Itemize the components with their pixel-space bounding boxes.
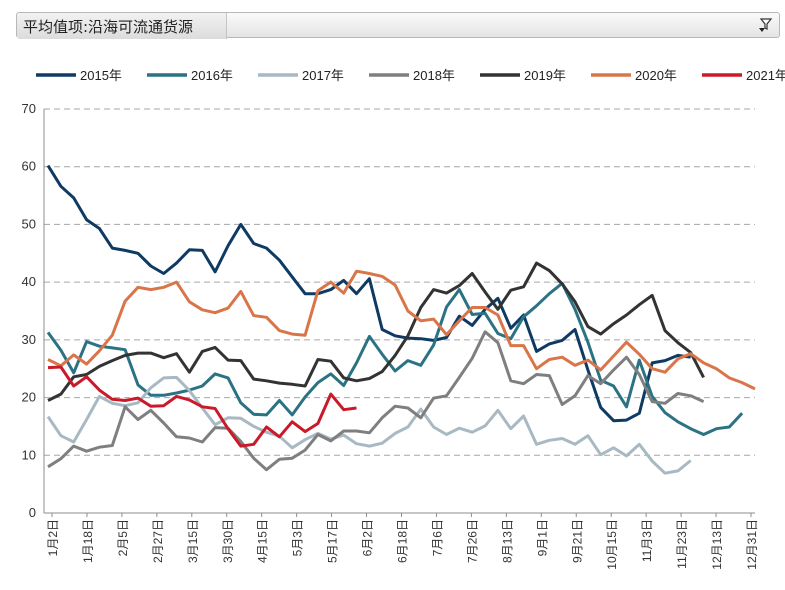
y-tick-label: 40 — [22, 274, 36, 289]
x-tick-label: 11月23日 — [675, 519, 689, 569]
series-line-2019年 — [47, 261, 705, 402]
x-tick-label: 10月15日 — [605, 519, 619, 570]
x-tick-label: 4月15日 — [256, 519, 270, 563]
series-line-2018年 — [47, 330, 705, 472]
series-line-2020年 — [47, 269, 756, 391]
y-tick-label: 10 — [22, 447, 36, 462]
x-tick-label: 1月18日 — [81, 519, 95, 563]
series-line-2021年 — [47, 365, 357, 448]
x-tick-label: 7月6日 — [430, 519, 444, 556]
x-tick-label: 5月3日 — [291, 519, 305, 556]
y-tick-label: 30 — [22, 332, 36, 347]
x-tick-label: 9月21日 — [570, 519, 584, 563]
legend-label: 2021年 — [746, 68, 785, 83]
x-tick-label: 1月2日 — [46, 519, 60, 556]
legend-label: 2017年 — [302, 68, 344, 83]
y-tick-label: 0 — [29, 505, 36, 520]
x-tick-label: 8月13日 — [500, 519, 514, 563]
legend-label: 2018年 — [413, 68, 455, 83]
legend-label: 2015年 — [80, 68, 122, 83]
filter-dropdown-icon[interactable] — [757, 16, 775, 34]
y-tick-label: 50 — [22, 216, 36, 231]
gridlines — [44, 108, 755, 456]
filter-field-label[interactable]: 平均值项:沿海可流通货源 — [17, 13, 227, 39]
y-tick-label: 20 — [22, 390, 36, 405]
axes — [43, 109, 755, 517]
x-tick-label: 7月26日 — [465, 519, 479, 563]
x-tick-label: 5月17日 — [326, 519, 340, 563]
x-tick-label: 12月31日 — [745, 519, 759, 570]
y-tick-label: 60 — [22, 159, 36, 174]
x-tick-label: 3月30日 — [221, 519, 235, 563]
y-tick-label: 70 — [22, 101, 36, 116]
x-tick-label: 2月5日 — [116, 519, 130, 556]
legend-label: 2016年 — [191, 68, 233, 83]
legend: 2015年 2016年 2017年 2018年 2019年 2020年 2021年 — [36, 68, 785, 83]
x-tick-label: 2月27日 — [151, 519, 165, 563]
series-line-2016年 — [46, 281, 744, 436]
legend-label: 2020年 — [635, 68, 677, 83]
filter-bar: 平均值项:沿海可流通货源 — [16, 12, 780, 39]
series-line-2017年 — [46, 375, 692, 475]
x-tick-label: 6月18日 — [396, 519, 410, 563]
x-tick-label: 12月13日 — [710, 519, 724, 570]
x-tick-label: 11月3日 — [640, 519, 654, 562]
series-lines — [46, 164, 756, 475]
y-axis-labels: 0 10 20 30 40 50 60 70 — [22, 101, 36, 520]
series-line-2015年 — [46, 164, 691, 423]
x-tick-label: 6月2日 — [361, 519, 375, 556]
x-tick-label: 9月1日 — [535, 519, 549, 556]
x-tick-label: 3月15日 — [186, 519, 200, 563]
legend-label: 2019年 — [524, 68, 566, 83]
x-axis-labels: 1月2日 1月18日 2月5日 2月27日 3月15日 3月30日 4月15日 5月3日 5月1… — [46, 519, 759, 570]
